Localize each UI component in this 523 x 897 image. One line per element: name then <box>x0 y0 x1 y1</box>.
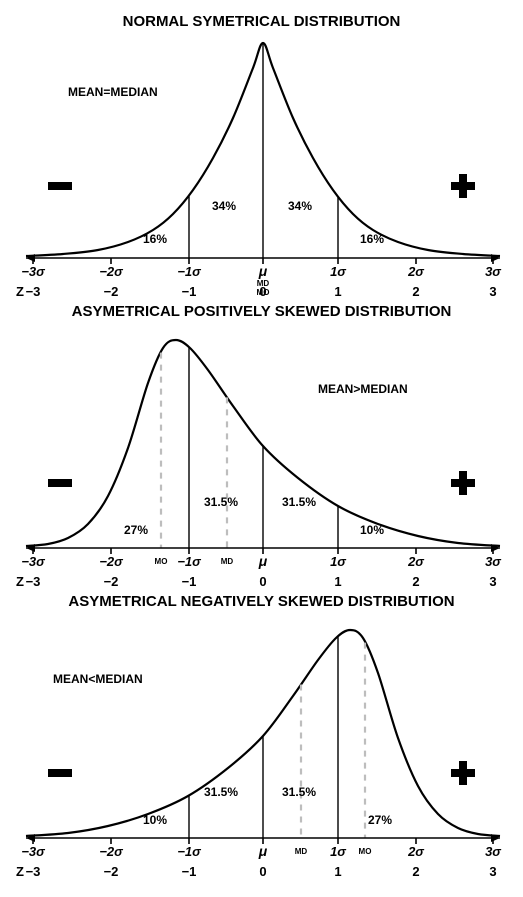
mo-label: MO <box>155 557 168 566</box>
z-tick-label: 2 <box>412 574 419 588</box>
mo-label: MO <box>359 847 372 856</box>
z-tick-label: 0 <box>259 864 266 878</box>
md-label: MD <box>221 557 234 566</box>
percent-label: 27% <box>124 523 148 537</box>
z-tick-label: −3 <box>26 284 41 298</box>
sigma-tick-label: −2σ <box>99 844 124 859</box>
minus-sign <box>48 769 72 777</box>
z-tick-label: −2 <box>104 864 119 878</box>
sigma-tick-label: 1σ <box>330 264 347 279</box>
panel-title: NORMAL SYMETRICAL DISTRIBUTION <box>123 13 401 30</box>
sigma-tick-label: μ <box>258 553 268 569</box>
percent-label: 34% <box>212 199 236 213</box>
z-axis-label: Z <box>16 284 24 298</box>
z-tick-label: 0 <box>259 284 266 298</box>
sigma-tick-label: −1σ <box>177 844 202 859</box>
percent-label: 16% <box>360 232 384 246</box>
sigma-tick-label: 1σ <box>330 554 347 569</box>
z-tick-label: −2 <box>104 284 119 298</box>
z-tick-label: 3 <box>489 574 496 588</box>
plus-sign <box>451 761 475 785</box>
relation-label: MEAN=MEDIAN <box>68 85 158 99</box>
sigma-tick-label: 3σ <box>485 844 502 859</box>
panel-normal: NORMAL SYMETRICAL DISTRIBUTION MEAN=MEDIA… <box>8 8 515 298</box>
panel-positive: ASYMETRICAL POSITIVELY SKEWED DISTRIBUTI… <box>8 298 515 588</box>
relation-label: MEAN<MEDIAN <box>53 672 143 686</box>
panel-title: ASYMETRICAL NEGATIVELY SKEWED DISTRIBUTI… <box>68 593 454 610</box>
z-axis-label: Z <box>16 864 24 878</box>
minus-sign <box>48 182 72 190</box>
z-axis-label: Z <box>16 574 24 588</box>
sigma-tick-label: 3σ <box>485 264 502 279</box>
percent-label: 31.5% <box>204 785 238 799</box>
sigma-tick-label: −2σ <box>99 554 124 569</box>
z-tick-label: 1 <box>334 284 341 298</box>
plus-sign <box>451 471 475 495</box>
z-tick-label: −1 <box>182 574 197 588</box>
sigma-tick-label: 2σ <box>407 554 425 569</box>
md-label: MD <box>295 847 308 856</box>
percent-label: 31.5% <box>204 495 238 509</box>
z-tick-label: 3 <box>489 864 496 878</box>
panel-svg: NORMAL SYMETRICAL DISTRIBUTION MEAN=MEDIA… <box>8 8 515 298</box>
z-tick-label: 1 <box>334 574 341 588</box>
z-tick-label: 2 <box>412 864 419 878</box>
sigma-tick-label: −1σ <box>177 264 202 279</box>
sigma-tick-label: −1σ <box>177 554 202 569</box>
sigma-tick-label: −3σ <box>21 264 46 279</box>
z-tick-label: 0 <box>259 574 266 588</box>
sigma-tick-label: 3σ <box>485 554 502 569</box>
sigma-tick-label: −3σ <box>21 554 46 569</box>
plus-sign <box>451 174 475 198</box>
percent-label: 10% <box>143 813 167 827</box>
z-tick-label: 2 <box>412 284 419 298</box>
distribution-figure: NORMAL SYMETRICAL DISTRIBUTION MEAN=MEDIA… <box>8 8 515 878</box>
minus-sign <box>48 479 72 487</box>
z-tick-label: −3 <box>26 574 41 588</box>
percent-label: 31.5% <box>282 785 316 799</box>
panel-title: ASYMETRICAL POSITIVELY SKEWED DISTRIBUTI… <box>72 303 452 320</box>
sigma-tick-label: μ <box>258 263 268 279</box>
sigma-tick-label: −2σ <box>99 264 124 279</box>
percent-label: 16% <box>143 232 167 246</box>
sigma-tick-label: 2σ <box>407 264 425 279</box>
sigma-tick-label: 2σ <box>407 844 425 859</box>
percent-label: 27% <box>368 813 392 827</box>
z-tick-label: 1 <box>334 864 341 878</box>
panel-svg: ASYMETRICAL NEGATIVELY SKEWED DISTRIBUTI… <box>8 588 515 878</box>
percent-label: 31.5% <box>282 495 316 509</box>
z-tick-label: 3 <box>489 284 496 298</box>
percent-label: 10% <box>360 523 384 537</box>
sigma-tick-label: 1σ <box>330 844 347 859</box>
sigma-tick-label: −3σ <box>21 844 46 859</box>
z-tick-label: −2 <box>104 574 119 588</box>
relation-label: MEAN>MEDIAN <box>318 382 408 396</box>
z-tick-label: −1 <box>182 864 197 878</box>
panel-negative: ASYMETRICAL NEGATIVELY SKEWED DISTRIBUTI… <box>8 588 515 878</box>
z-tick-label: −3 <box>26 864 41 878</box>
sigma-tick-label: μ <box>258 843 268 859</box>
percent-label: 34% <box>288 199 312 213</box>
panel-svg: ASYMETRICAL POSITIVELY SKEWED DISTRIBUTI… <box>8 298 515 588</box>
z-tick-label: −1 <box>182 284 197 298</box>
